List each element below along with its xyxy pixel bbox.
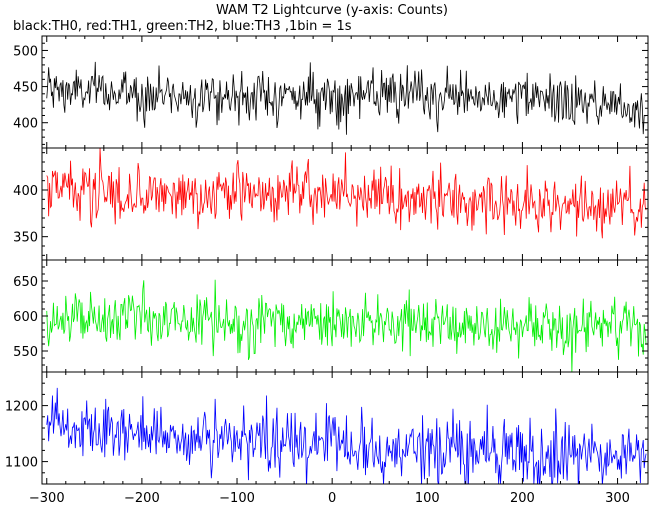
y-tick-label: 450 <box>13 81 38 96</box>
x-tick-label: 200 <box>510 491 535 505</box>
y-tick-label: 1200 <box>5 400 38 415</box>
panels-layer: 400 450 500 350 400 550 600 650 1100 1200 <box>5 35 649 485</box>
series-line-th0 <box>46 61 647 135</box>
series-line-th1 <box>46 148 647 239</box>
series-line-th2 <box>46 279 647 372</box>
chart-title: WAM T2 Lightcurve (y-axis: Counts) <box>216 3 448 18</box>
y-tick-label: 500 <box>13 44 38 59</box>
panel-th3: 1100 1200 <box>5 371 649 485</box>
x-tick-label: 300 <box>605 491 630 505</box>
series-line-th3 <box>46 387 647 484</box>
panel-th2: 550 600 650 <box>13 259 649 373</box>
x-axis: −300 −200 −100 0 100 200 300 <box>29 491 630 505</box>
x-tick-label: 100 <box>415 491 440 505</box>
y-tick-label: 600 <box>13 310 38 325</box>
y-tick-label: 400 <box>13 117 38 132</box>
x-tick-label: −300 <box>29 491 65 505</box>
x-tick-label: −100 <box>219 491 255 505</box>
x-tick-label: 0 <box>328 491 336 505</box>
y-tick-label: 650 <box>13 275 38 290</box>
y-tick-label: 400 <box>13 184 38 199</box>
x-tick-label: −200 <box>124 491 160 505</box>
panel-th0: 400 450 500 <box>13 35 649 149</box>
chart-subtitle: black:TH0, red:TH1, green:TH2, blue:TH3 … <box>13 19 352 34</box>
y-tick-label: 350 <box>13 231 38 246</box>
y-tick-label: 550 <box>13 345 38 360</box>
y-tick-label: 1100 <box>5 456 38 471</box>
panel-th1: 350 400 <box>13 147 649 261</box>
